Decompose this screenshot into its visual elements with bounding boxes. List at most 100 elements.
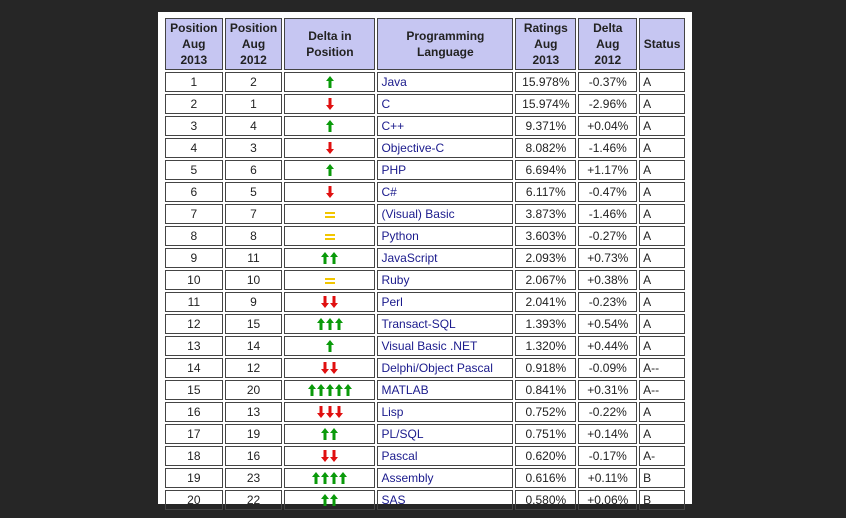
cell-language: Objective-C [377, 138, 514, 158]
arrow-down-icon [325, 142, 334, 155]
header-language: Programming Language [377, 18, 514, 70]
cell-language: Delphi/Object Pascal [377, 358, 514, 378]
cell-language: SAS [377, 490, 514, 510]
cell-rating: 15.978% [515, 72, 577, 92]
cell-position-2012: 7 [224, 204, 283, 224]
cell-language: C++ [377, 116, 514, 136]
cell-delta: -0.09% [578, 358, 638, 378]
table-body: 1 2 Java 15.978% -0.37% A 2 1 C 15.974% -2.96% A 3 4 C… [165, 72, 685, 510]
cell-rating: 0.918% [515, 358, 577, 378]
cell-delta-position [284, 160, 376, 180]
cell-language: Pascal [377, 446, 514, 466]
cell-status: A [639, 292, 685, 312]
cell-status: A [639, 160, 685, 180]
cell-rating: 2.093% [515, 248, 577, 268]
table-frame: Position Aug 2013 Position Aug 2012 Delt… [158, 12, 692, 510]
cell-position-2013: 3 [165, 116, 223, 136]
cell-position-2013: 2 [165, 94, 223, 114]
cell-rating: 8.082% [515, 138, 577, 158]
cell-language: Python [377, 226, 514, 246]
header-line: Position [229, 21, 278, 35]
cell-status: A [639, 72, 685, 92]
cell-language: PL/SQL [377, 424, 514, 444]
cell-language: MATLAB [377, 380, 514, 400]
arrow-down-icon [325, 98, 334, 111]
header-status: Status [639, 18, 685, 70]
table-row: 18 16 Pascal 0.620% -0.17% A- [165, 446, 685, 466]
cell-position-2013: 15 [165, 380, 223, 400]
cell-delta-position [284, 490, 376, 510]
arrow-down-icon [321, 296, 339, 309]
cell-delta: +0.11% [578, 468, 638, 488]
cell-status: A [639, 314, 685, 334]
unchanged-icon [324, 277, 335, 284]
cell-rating: 0.580% [515, 490, 577, 510]
cell-language: Java [377, 72, 514, 92]
cell-delta: -0.22% [578, 402, 638, 422]
cell-rating: 9.371% [515, 116, 577, 136]
cell-rating: 1.393% [515, 314, 577, 334]
cell-status: A [639, 204, 685, 224]
cell-delta-position [284, 380, 376, 400]
table-row: 10 10 Ruby 2.067% +0.38% A [165, 270, 685, 290]
cell-position-2012: 9 [224, 292, 283, 312]
arrow-up-icon [325, 76, 334, 89]
cell-rating: 0.751% [515, 424, 577, 444]
cell-delta-position [284, 270, 376, 290]
cell-delta: +0.73% [578, 248, 638, 268]
cell-delta-position [284, 138, 376, 158]
arrow-up-icon [321, 494, 339, 507]
cell-delta: -0.27% [578, 226, 638, 246]
cell-delta: -2.96% [578, 94, 638, 114]
cell-position-2012: 16 [224, 446, 283, 466]
cell-rating: 2.067% [515, 270, 577, 290]
cell-delta-position [284, 314, 376, 334]
cell-delta-position [284, 116, 376, 136]
cell-language: JavaScript [377, 248, 514, 268]
header-line: Aug 2012 [240, 37, 267, 67]
cell-rating: 1.320% [515, 336, 577, 356]
cell-language: (Visual) Basic [377, 204, 514, 224]
cell-position-2013: 4 [165, 138, 223, 158]
arrow-up-icon [312, 472, 348, 485]
table-row: 16 13 Lisp 0.752% -0.22% A [165, 402, 685, 422]
cell-position-2012: 2 [224, 72, 283, 92]
header-line: Ratings [523, 21, 568, 35]
cell-delta-position [284, 446, 376, 466]
cell-delta-position [284, 72, 376, 92]
table-row: 12 15 Transact-SQL 1.393% +0.54% A [165, 314, 685, 334]
cell-language: Visual Basic .NET [377, 336, 514, 356]
header-ratings: Ratings Aug 2013 [515, 18, 577, 70]
unchanged-icon [324, 233, 335, 240]
cell-position-2013: 6 [165, 182, 223, 202]
arrow-up-icon [316, 318, 343, 331]
cell-position-2012: 10 [224, 270, 283, 290]
cell-delta: -0.23% [578, 292, 638, 312]
cell-delta: -1.46% [578, 138, 638, 158]
unchanged-icon [324, 211, 335, 218]
table-row: 2 1 C 15.974% -2.96% A [165, 94, 685, 114]
cell-position-2012: 22 [224, 490, 283, 510]
cell-status: A-- [639, 380, 685, 400]
cell-status: A [639, 94, 685, 114]
cell-delta: +0.38% [578, 270, 638, 290]
cell-delta-position [284, 292, 376, 312]
cell-position-2012: 4 [224, 116, 283, 136]
cell-delta: +0.44% [578, 336, 638, 356]
cell-position-2013: 9 [165, 248, 223, 268]
cell-rating: 6.117% [515, 182, 577, 202]
header-position-2013: Position Aug 2013 [165, 18, 223, 70]
cell-position-2012: 3 [224, 138, 283, 158]
header-delta-position: Delta in Position [284, 18, 376, 70]
language-ranking-table: Position Aug 2013 Position Aug 2012 Delt… [163, 16, 687, 512]
cell-delta-position [284, 468, 376, 488]
cell-delta: +0.04% [578, 116, 638, 136]
table-row: 20 22 SAS 0.580% +0.06% B [165, 490, 685, 510]
cell-language: C# [377, 182, 514, 202]
header-line: Delta [593, 21, 623, 35]
table-row: 14 12 Delphi/Object Pascal 0.918% -0.09% A-- [165, 358, 685, 378]
cell-position-2012: 13 [224, 402, 283, 422]
cell-delta-position [284, 358, 376, 378]
cell-position-2012: 6 [224, 160, 283, 180]
cell-position-2013: 7 [165, 204, 223, 224]
